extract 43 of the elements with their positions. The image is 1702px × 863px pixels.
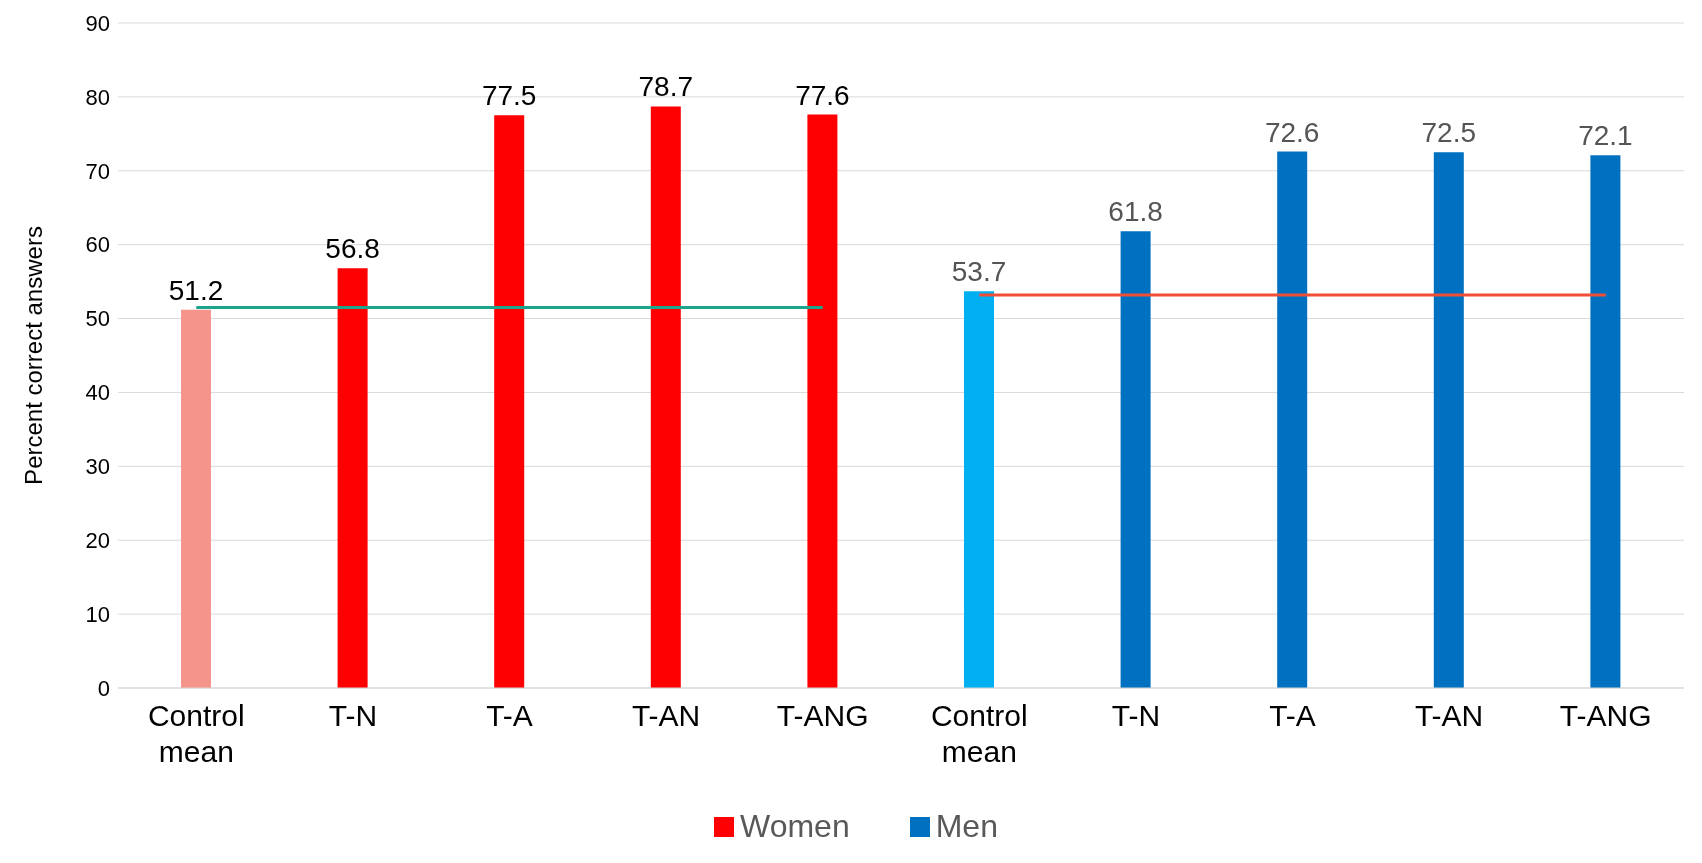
- data-label: 72.1: [1578, 120, 1633, 152]
- legend-label: Women: [739, 808, 850, 845]
- bar: [964, 291, 994, 688]
- data-label: 53.7: [951, 256, 1007, 288]
- data-label: 56.8: [325, 233, 380, 265]
- y-tick-label: 80: [85, 84, 110, 110]
- x-tick-label: T-ANG: [776, 699, 869, 732]
- y-tick-label: 90: [85, 10, 110, 36]
- y-tick-label: 20: [85, 528, 110, 554]
- bar: [494, 115, 525, 688]
- data-label: 72.5: [1421, 117, 1477, 149]
- data-label: 51.2: [168, 274, 224, 306]
- x-tick-label: T-AN: [1414, 699, 1484, 732]
- data-label: 77.5: [481, 80, 537, 112]
- y-tick-label: 60: [85, 232, 110, 258]
- bar: [650, 106, 681, 688]
- bar: [1277, 151, 1308, 688]
- y-tick-label: 0: [97, 675, 110, 701]
- bar: [1120, 231, 1151, 688]
- legend-label: Men: [934, 808, 998, 845]
- bar: [1590, 155, 1621, 688]
- x-tick-label: T-N: [328, 699, 378, 732]
- data-label: 72.6: [1264, 116, 1320, 148]
- x-tick-label: T-ANG: [1559, 699, 1652, 732]
- y-tick-label: 50: [85, 306, 110, 332]
- y-tick-label: 40: [85, 380, 110, 406]
- bar: [337, 268, 368, 688]
- y-tick-label: 70: [85, 158, 110, 184]
- data-label: 61.8: [1108, 196, 1163, 228]
- x-tick-label: Control mean: [930, 699, 1028, 768]
- x-tick-label: T-A: [1269, 699, 1316, 732]
- x-tick-label: T-N: [1111, 699, 1161, 732]
- x-tick-label: T-A: [486, 699, 533, 732]
- x-tick-label: Control mean: [147, 699, 245, 768]
- data-label: 78.7: [638, 71, 694, 103]
- y-tick-label: 10: [85, 601, 110, 627]
- x-tick-label: T-AN: [631, 699, 701, 732]
- data-label: 77.6: [795, 79, 850, 111]
- y-axis-title: Percent correct answers: [19, 226, 47, 485]
- y-tick-label: 30: [85, 454, 110, 480]
- bar: [1433, 152, 1464, 688]
- bar: [181, 309, 211, 688]
- bar: [807, 114, 838, 688]
